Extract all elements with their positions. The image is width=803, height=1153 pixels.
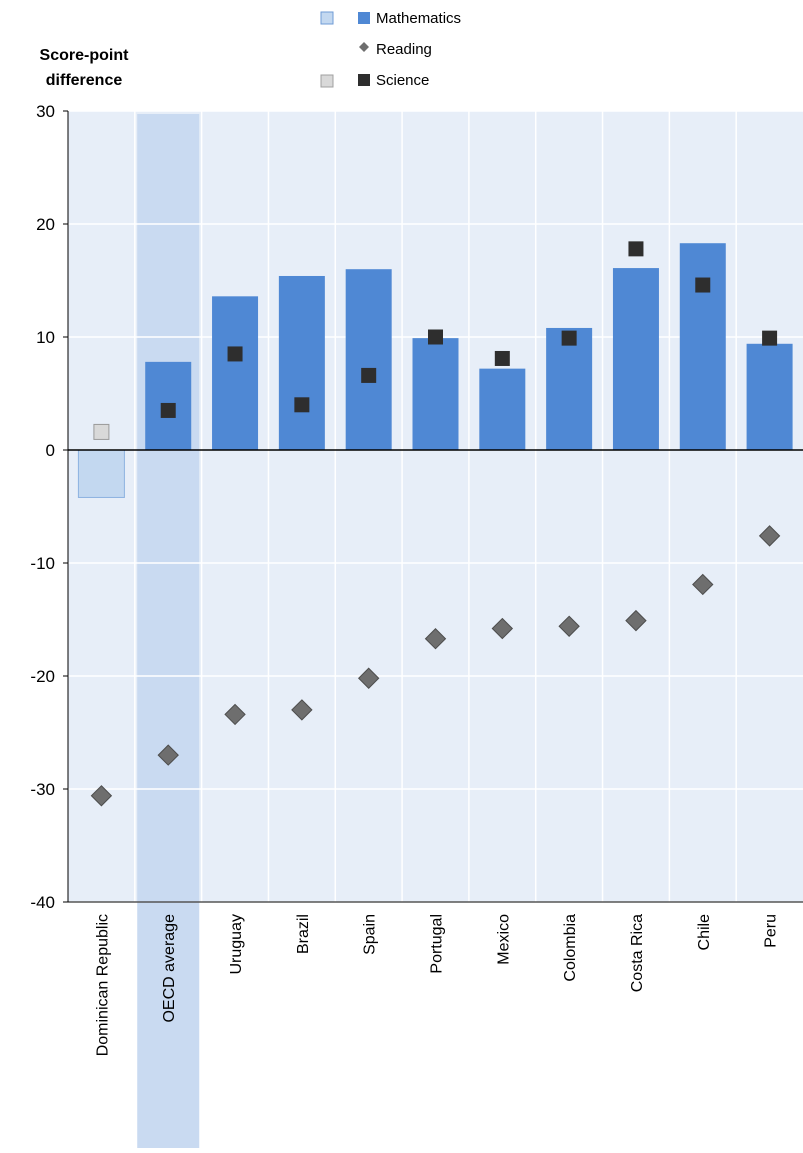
x-tick-label: Portugal — [429, 914, 446, 974]
legend: Mathematics Reading Science — [320, 10, 461, 89]
y-tick-label: 30 — [36, 102, 55, 121]
bar-mathematics — [345, 269, 392, 450]
legend-swatch-science-light — [320, 74, 334, 88]
bar-mathematics — [412, 338, 459, 450]
marker-science — [695, 277, 711, 293]
x-tick-label: Costa Rica — [629, 914, 646, 992]
marker-reading — [424, 628, 447, 650]
marker-reading — [90, 785, 113, 807]
marker-science — [361, 367, 377, 383]
highlight-band — [137, 114, 200, 1148]
y-tick-label: 10 — [36, 328, 55, 347]
legend-swatch-reading — [359, 42, 369, 52]
marker-science — [93, 423, 110, 440]
x-tick-label: Mexico — [495, 914, 512, 965]
marker-reading — [692, 573, 714, 596]
marker-reading — [157, 744, 179, 766]
legend-swatch-mathematics-light — [320, 11, 334, 25]
legend-label-reading: Reading — [376, 41, 432, 58]
marker-science — [294, 397, 310, 413]
y-axis-title: difference — [46, 72, 123, 89]
y-axis-title: Score-point — [40, 47, 130, 64]
y-tick-label: -30 — [30, 780, 55, 799]
x-tick-label: Colombia — [562, 914, 579, 982]
marker-science — [227, 346, 243, 362]
legend-label-mathematics: Mathematics — [376, 10, 461, 27]
bar-mathematics — [212, 296, 259, 450]
bar-mathematics — [679, 243, 726, 450]
marker-reading — [491, 617, 514, 640]
marker-science — [428, 329, 443, 345]
bar-mathematics — [479, 368, 526, 450]
marker-reading — [558, 615, 580, 637]
y-tick-label: 20 — [36, 215, 55, 234]
x-tick-label: OECD average — [161, 914, 178, 1023]
marker-reading — [758, 525, 781, 547]
x-tick-label: Brazil — [295, 914, 312, 954]
bar-mathematics — [77, 449, 125, 498]
marker-science — [762, 330, 778, 346]
bar-mathematics — [278, 275, 325, 450]
y-tick-label: -40 — [30, 893, 55, 912]
marker-reading — [291, 699, 313, 721]
marker-reading — [625, 609, 647, 632]
marker-science — [494, 350, 510, 366]
legend-swatch-science — [358, 74, 370, 86]
marker-science — [561, 330, 577, 346]
x-tick-label: Dominican Republic — [94, 914, 111, 1056]
bar-mathematics — [612, 268, 659, 450]
bar-mathematics — [546, 327, 593, 450]
x-tick-label: Peru — [763, 914, 780, 948]
marker-science — [628, 241, 644, 257]
y-tick-label: -10 — [30, 554, 55, 573]
bar-mathematics — [746, 343, 793, 450]
x-tick-label: Chile — [696, 914, 713, 951]
y-tick-label: -20 — [30, 667, 55, 686]
x-tick-label: Spain — [362, 914, 379, 955]
x-tick-label: Uruguay — [228, 914, 245, 974]
marker-reading — [357, 667, 380, 689]
marker-science — [160, 402, 176, 418]
marker-reading — [224, 703, 246, 726]
legend-swatch-mathematics — [358, 12, 370, 24]
y-tick-label: 0 — [46, 441, 55, 460]
legend-label-science: Science — [376, 72, 429, 89]
